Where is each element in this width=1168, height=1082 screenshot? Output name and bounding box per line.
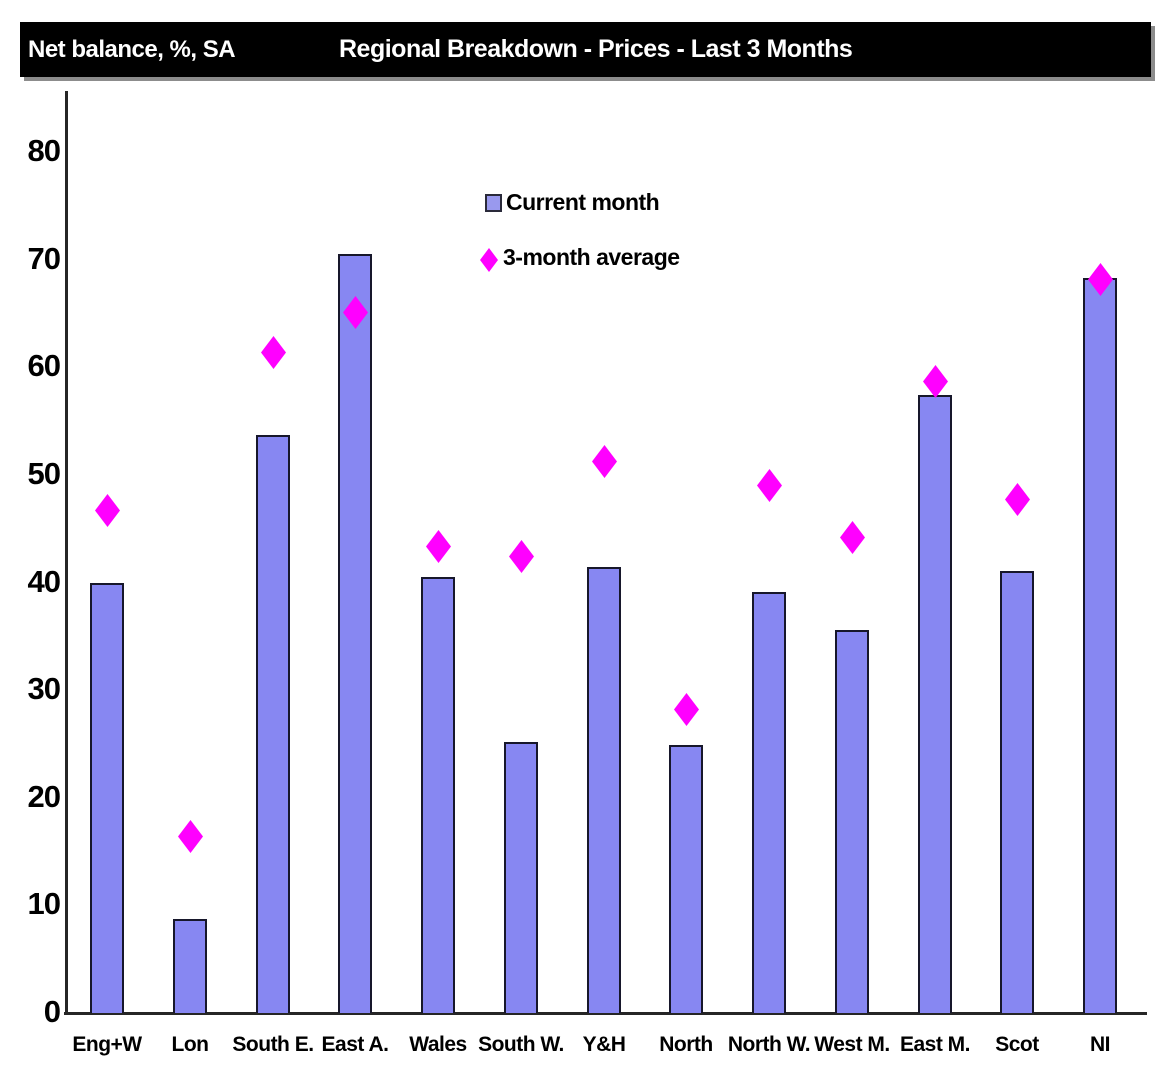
bar bbox=[256, 435, 290, 1013]
x-axis-label: Y&H bbox=[582, 1033, 626, 1056]
diamond-marker bbox=[923, 365, 948, 398]
bar bbox=[835, 630, 869, 1013]
diamond-marker bbox=[426, 530, 451, 563]
bar bbox=[504, 742, 538, 1013]
x-axis-label: Eng+W bbox=[72, 1033, 142, 1056]
legend-item-3-month-average: 3-month average bbox=[503, 244, 680, 270]
x-axis-label: East M. bbox=[899, 1033, 971, 1056]
x-axis-line bbox=[64, 1012, 1147, 1015]
diamond-marker bbox=[178, 820, 203, 853]
diamond-marker bbox=[509, 540, 534, 573]
y-axis-label: 70 bbox=[27, 241, 61, 276]
y-axis-label: 30 bbox=[27, 671, 61, 706]
y-axis-label: 10 bbox=[27, 886, 61, 921]
diamond-marker bbox=[95, 494, 120, 527]
x-axis-label: South W. bbox=[478, 1033, 564, 1056]
y-axis-label: 20 bbox=[27, 779, 61, 814]
bar bbox=[173, 919, 207, 1013]
diamond-marker bbox=[592, 445, 617, 478]
bar bbox=[669, 745, 703, 1013]
x-axis-label: South E. bbox=[232, 1033, 314, 1056]
bar bbox=[338, 254, 372, 1013]
y-axis-label: 50 bbox=[27, 456, 61, 491]
bar bbox=[1000, 571, 1034, 1013]
bar bbox=[90, 583, 124, 1013]
x-axis-label: Lon bbox=[171, 1033, 209, 1056]
x-axis-label: North bbox=[659, 1033, 713, 1056]
bar bbox=[918, 395, 952, 1013]
bar bbox=[421, 577, 455, 1013]
y-axis-label: 40 bbox=[27, 564, 61, 599]
x-axis-label: East A. bbox=[321, 1033, 389, 1056]
x-axis-label: West M. bbox=[814, 1033, 890, 1056]
bar bbox=[587, 567, 621, 1013]
square-icon bbox=[485, 194, 502, 212]
bar bbox=[1083, 278, 1117, 1013]
chart-title: Regional Breakdown - Prices - Last 3 Mon… bbox=[339, 35, 853, 63]
diamond-icon bbox=[480, 248, 498, 272]
legend-item-current-month: Current month bbox=[506, 189, 660, 215]
y-axis-unit-label: Net balance, %, SA bbox=[28, 36, 236, 63]
header-bar: Net balance, %, SA Regional Breakdown - … bbox=[20, 22, 1151, 77]
y-axis-label: 0 bbox=[43, 994, 61, 1029]
x-axis-label: Wales bbox=[409, 1033, 467, 1056]
x-axis-label: North W. bbox=[727, 1033, 811, 1056]
bar bbox=[752, 592, 786, 1013]
x-axis-label: NI bbox=[1090, 1033, 1111, 1056]
y-axis-line bbox=[65, 91, 68, 1015]
diamond-marker bbox=[840, 521, 865, 554]
y-axis-label: 80 bbox=[27, 133, 61, 168]
diamond-marker bbox=[1005, 483, 1030, 516]
diamond-marker bbox=[674, 693, 699, 726]
y-axis-label: 60 bbox=[27, 348, 61, 383]
diamond-marker bbox=[261, 336, 286, 369]
x-axis-label: Scot bbox=[995, 1033, 1039, 1056]
diamond-marker bbox=[757, 469, 782, 502]
